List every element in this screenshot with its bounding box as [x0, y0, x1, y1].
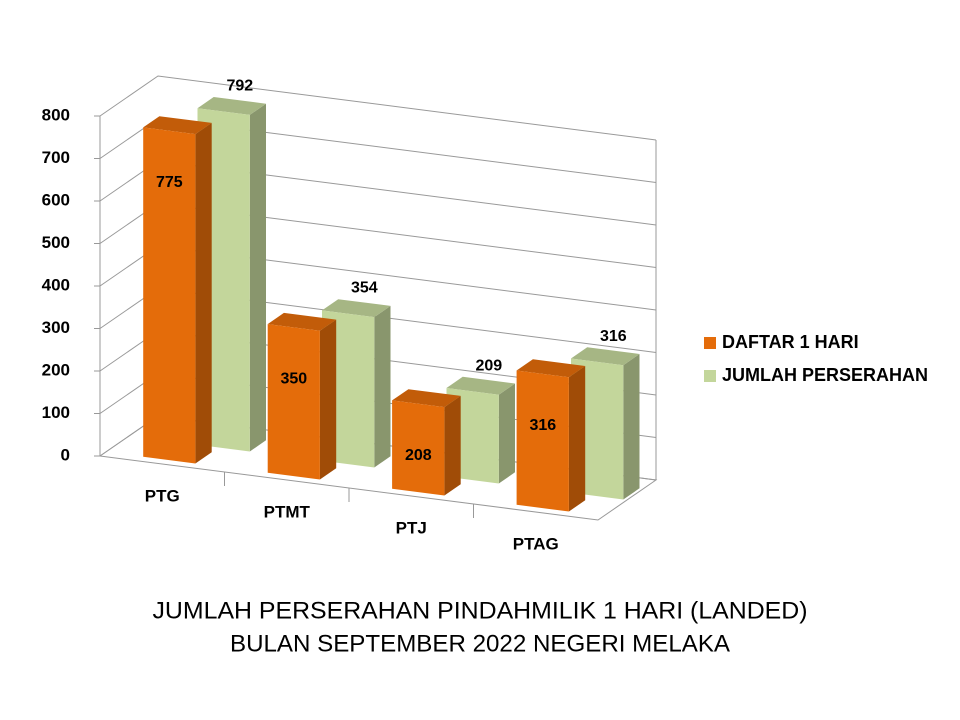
y-tick-label: 0 — [61, 445, 70, 464]
value-label: 792 — [227, 78, 254, 95]
bar-side — [623, 354, 640, 500]
value-label: 350 — [280, 371, 307, 388]
y-tick-label: 200 — [42, 360, 70, 379]
bar-top — [322, 299, 391, 318]
bar-top — [571, 347, 640, 366]
bar — [267, 312, 337, 480]
bar-side — [249, 103, 266, 452]
legend-label: JUMLAH PERSERAHAN — [722, 365, 928, 385]
value-label: 354 — [351, 280, 378, 297]
y-tick-label: 100 — [42, 403, 70, 422]
bar-top — [392, 389, 461, 408]
value-label: 316 — [600, 328, 627, 345]
bar — [143, 116, 212, 464]
y-tick-label: 800 — [42, 105, 70, 124]
y-tick-label: 400 — [42, 275, 70, 294]
x-tick-label: PTG — [145, 486, 180, 505]
x-tick-label: PTAG — [513, 534, 559, 553]
legend-swatch — [704, 370, 716, 382]
x-tick-label: PTMT — [264, 502, 311, 521]
bar-top — [197, 97, 266, 115]
value-label: 209 — [476, 357, 503, 374]
grid-line — [99, 75, 657, 141]
bar-top — [516, 359, 586, 378]
bar-front — [392, 400, 445, 496]
bar — [392, 389, 461, 496]
bar-side — [568, 366, 586, 512]
bar-side — [195, 122, 212, 464]
bar-top — [446, 376, 515, 395]
legend-swatch — [704, 337, 716, 349]
bar-top — [267, 312, 337, 331]
y-tick-label: 700 — [42, 148, 70, 167]
bar — [516, 359, 586, 512]
bar-side — [498, 383, 515, 484]
bar-front — [143, 127, 196, 464]
bar-side — [444, 395, 461, 496]
bar-front — [516, 370, 569, 512]
x-tick-label: PTJ — [396, 518, 427, 537]
legend-label: DAFTAR 1 HARI — [722, 332, 859, 352]
y-tick-label: 500 — [42, 233, 70, 252]
value-label: 316 — [529, 417, 556, 434]
bar-side — [319, 319, 337, 480]
bar-top — [143, 116, 212, 135]
bar-side — [374, 305, 391, 468]
y-tick-label: 600 — [42, 190, 70, 209]
value-label: 208 — [405, 447, 432, 464]
value-label: 775 — [156, 174, 183, 191]
bar-front — [267, 324, 320, 480]
y-tick-label: 300 — [42, 318, 70, 337]
chart-title: JUMLAH PERSERAHAN PINDAHMILIK 1 HARI (LA… — [153, 597, 808, 624]
chart-title: BULAN SEPTEMBER 2022 NEGERI MELAKA — [230, 630, 730, 657]
